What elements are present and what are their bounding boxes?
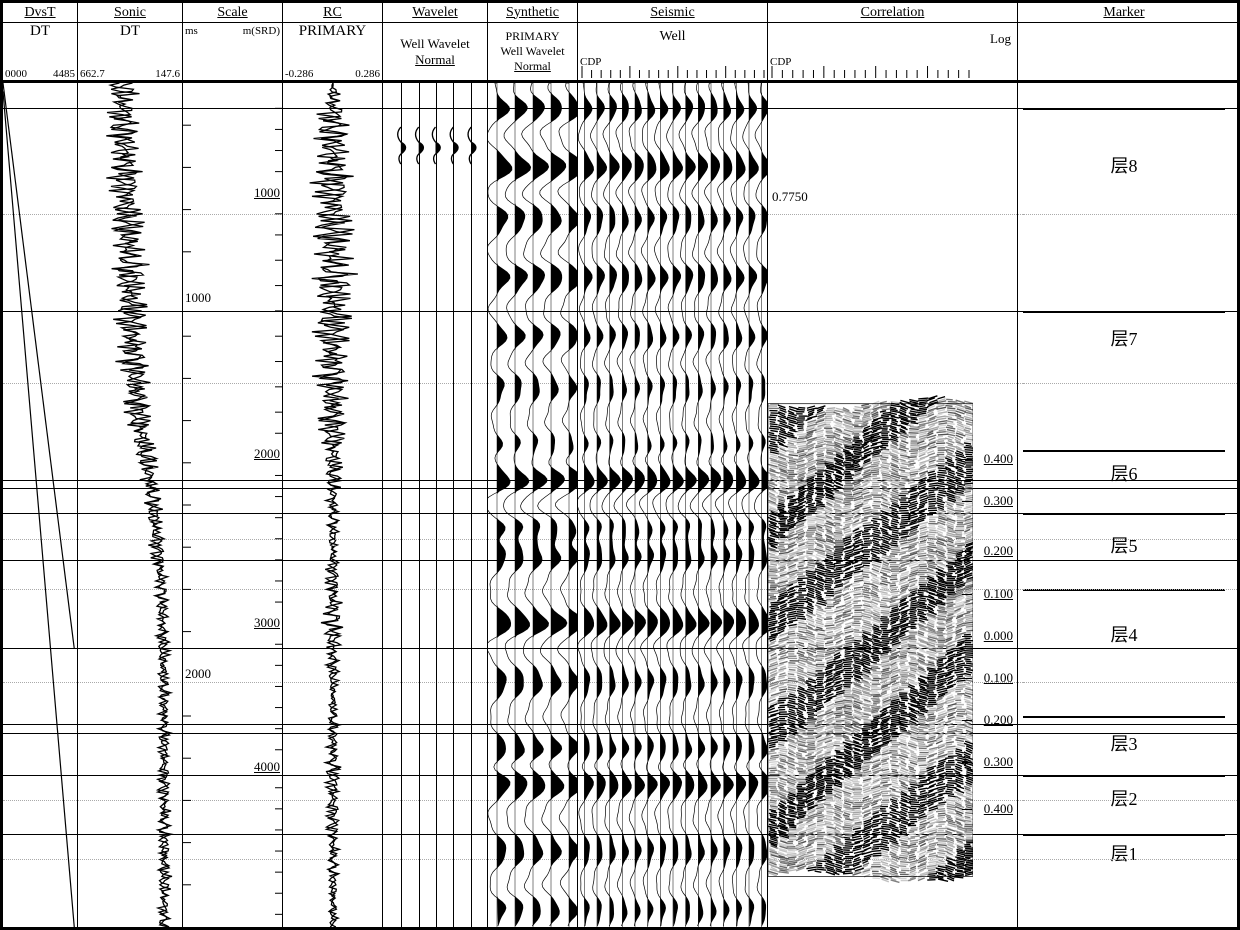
time-tick: 1000 <box>185 290 211 306</box>
marker-line <box>1023 311 1225 313</box>
marker-line <box>1023 450 1225 452</box>
lag-label: 0.300 <box>984 493 1013 509</box>
lag-label: 0.200 <box>984 543 1013 559</box>
col-title-wavelet: Wavelet <box>383 3 488 22</box>
marker-line <box>1023 716 1225 718</box>
col-subheader-marker <box>1018 23 1230 80</box>
track-marker: 层8 层7 层6 层5 层4 层3 层2 层1 <box>1018 83 1230 927</box>
lag-label: 0.400 <box>984 451 1013 467</box>
track-synthetic <box>488 83 578 927</box>
col-title-rc: RC <box>283 3 383 22</box>
col-subheader-seismic: WellCDP <box>578 23 768 80</box>
col-subheader-synthetic: PRIMARYWell WaveletNormal <box>488 23 578 80</box>
lag-label: 0.100 <box>984 670 1013 686</box>
lag-label: 0.100 <box>984 586 1013 602</box>
depth-tick: 4000 <box>254 759 280 775</box>
track-seismic <box>578 83 768 927</box>
col-title-synthetic: Synthetic <box>488 3 578 22</box>
depth-tick: 3000 <box>254 615 280 631</box>
time-tick: 2000 <box>185 666 211 682</box>
marker-label: 层6 <box>1018 460 1230 486</box>
depth-tick: 2000 <box>254 446 280 462</box>
col-subheader-sonic: DT662.7147.6 <box>78 23 183 80</box>
track-dvst <box>3 83 78 927</box>
col-subheader-scale: msm(SRD) <box>183 23 283 80</box>
correlation-value: 0.7750 <box>772 189 808 205</box>
marker-label: 层7 <box>1018 325 1230 351</box>
col-title-sonic: Sonic <box>78 3 183 22</box>
marker-label: 层8 <box>1018 152 1230 178</box>
lag-label: 0.000 <box>984 628 1013 644</box>
col-title-scale: Scale <box>183 3 283 22</box>
lag-label: 0.400 <box>984 801 1013 817</box>
col-subheader-correlation: LogCDP <box>768 23 1018 80</box>
marker-line <box>1023 775 1225 777</box>
col-subheader-rc: PRIMARY-0.2860.286 <box>283 23 383 80</box>
tracks-area: 1000 2000 3000 4000 1000 2000 0.7750 0.400 0.300… <box>3 83 1237 927</box>
marker-label: 层2 <box>1018 785 1230 811</box>
col-title-marker: Marker <box>1018 3 1230 22</box>
header-details-row: DT00004485DT662.7147.6msm(SRD)PRIMARY-0.… <box>3 23 1237 83</box>
marker-label: 层3 <box>1018 730 1230 756</box>
marker-line <box>1023 513 1225 515</box>
marker-line <box>1023 108 1225 110</box>
col-title-dvst: DvsT <box>3 3 78 22</box>
well-log-panel: DvsTSonicScaleRCWaveletSyntheticSeismicC… <box>0 0 1240 930</box>
track-correlation: 0.7750 0.400 0.300 0.200 0.100 0.000 0.100 0.20… <box>768 83 1018 927</box>
marker-label: 层1 <box>1018 840 1230 866</box>
col-subheader-wavelet: Well WaveletNormal <box>383 23 488 80</box>
track-wavelet <box>383 83 488 927</box>
track-scale: 1000 2000 3000 4000 1000 2000 <box>183 83 283 927</box>
col-title-correlation: Correlation <box>768 3 1018 22</box>
marker-line <box>1023 834 1225 836</box>
col-title-seismic: Seismic <box>578 3 768 22</box>
marker-label: 层5 <box>1018 532 1230 558</box>
marker-label: 层4 <box>1018 621 1230 647</box>
track-sonic <box>78 83 183 927</box>
col-subheader-dvst: DT00004485 <box>3 23 78 80</box>
lag-label: 0.300 <box>984 754 1013 770</box>
header-titles-row: DvsTSonicScaleRCWaveletSyntheticSeismicC… <box>3 3 1237 23</box>
depth-tick: 1000 <box>254 185 280 201</box>
track-rc <box>283 83 383 927</box>
lag-label: 0.200 <box>984 712 1013 728</box>
